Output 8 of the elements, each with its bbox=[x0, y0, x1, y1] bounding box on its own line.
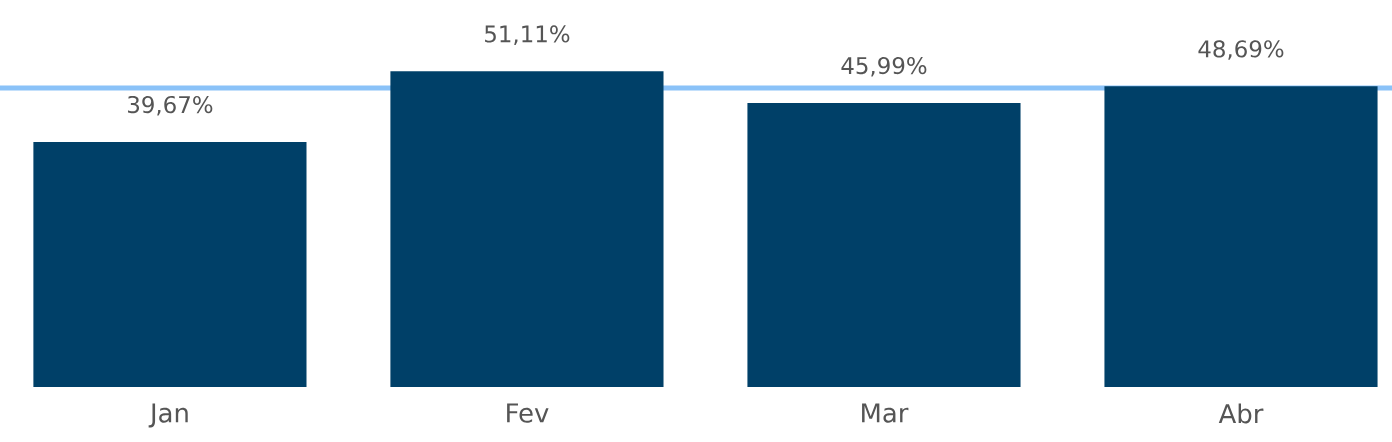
data-label: 39,67% bbox=[128, 95, 213, 116]
x-tick-label: Jan bbox=[148, 403, 188, 428]
data-label: 45,99% bbox=[841, 56, 927, 77]
x-tick-label: Abr bbox=[1218, 403, 1264, 424]
x-tick-label: Fev bbox=[507, 403, 549, 423]
x-tick-label: Mar bbox=[862, 403, 909, 423]
data-label: 51,11% bbox=[485, 25, 570, 45]
data-label: 48,69% bbox=[1198, 40, 1284, 60]
